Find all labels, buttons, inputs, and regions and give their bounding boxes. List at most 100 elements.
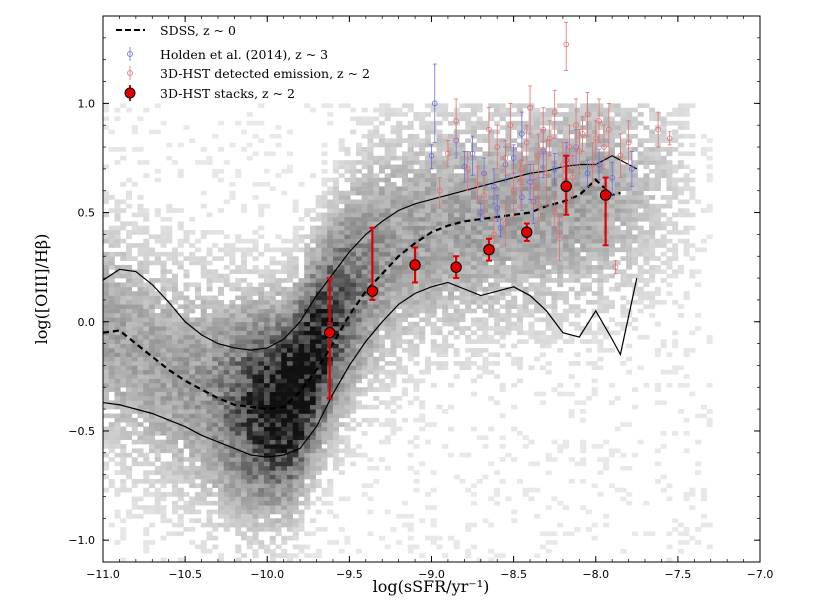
heatmap-cell [470, 238, 477, 244]
heatmap-cell [361, 365, 368, 371]
heatmap-cell [465, 256, 472, 261]
heatmap-cell [217, 396, 225, 401]
heatmap-cell [194, 448, 202, 454]
heatmap-cell [361, 369, 368, 375]
heatmap-cell [171, 479, 179, 484]
heatmap-cell [309, 173, 317, 178]
heatmap-cell [355, 256, 362, 261]
heatmap-cell [160, 413, 167, 419]
heatmap-cell [447, 251, 454, 257]
heatmap-cell [183, 269, 190, 275]
heatmap-cell [442, 365, 449, 371]
heatmap-cell [298, 382, 305, 388]
heatmap-cell [114, 426, 121, 432]
heatmap-cell [217, 308, 225, 314]
heatmap-cell [361, 190, 368, 196]
heatmap-cell [114, 308, 121, 314]
heatmap-cell [442, 168, 449, 174]
heatmap-cell [114, 387, 121, 392]
heatmap-cell [355, 260, 362, 266]
heatmap-cell [373, 225, 380, 231]
heatmap-cell [511, 256, 518, 261]
heatmap-cell [390, 417, 397, 423]
heatmap-cell [378, 216, 385, 222]
heatmap-cell [252, 330, 259, 336]
heatmap-cell [148, 409, 156, 414]
heatmap-cell [275, 334, 282, 340]
heatmap-cell [137, 365, 144, 371]
heatmap-cell [240, 396, 248, 401]
heatmap-cell [350, 295, 357, 301]
heatmap-cell [137, 404, 144, 410]
heatmap-cell [390, 382, 397, 388]
heatmap-cell [430, 221, 437, 226]
heatmap-cell [470, 225, 477, 231]
heatmap-cell [229, 448, 236, 454]
heatmap-cell [189, 417, 196, 423]
heatmap-cell [332, 404, 339, 410]
heatmap-cell [539, 400, 546, 406]
heatmap-cell [275, 457, 282, 462]
heatmap-cell [562, 221, 569, 226]
heatmap-cell [148, 509, 156, 515]
heatmap-cell [355, 243, 362, 248]
heatmap-cell [373, 404, 380, 410]
heatmap-cell [229, 513, 236, 519]
heatmap-cell [551, 313, 558, 318]
heatmap-cell [470, 181, 477, 187]
heatmap-cell [114, 439, 121, 445]
heatmap-cell [298, 435, 305, 440]
heatmap-cell [470, 103, 477, 109]
heatmap-cell [223, 513, 230, 519]
heatmap-cell [355, 330, 362, 336]
heatmap-cell [126, 299, 133, 305]
heatmap-cell [344, 291, 351, 296]
heatmap-cell [539, 330, 546, 336]
heatmap-cell [367, 221, 374, 226]
heatmap-cell [194, 496, 202, 502]
heatmap-cell [396, 356, 403, 362]
heatmap-cell [321, 234, 328, 240]
heatmap-cell [367, 273, 374, 279]
heatmap-cell [557, 173, 564, 178]
heatmap-cell [476, 147, 483, 152]
heatmap-cell [108, 426, 115, 432]
heatmap-cell [160, 557, 167, 563]
heatmap-cell [108, 291, 115, 296]
heatmap-cell [160, 361, 167, 366]
heatmap-cell [562, 133, 569, 139]
heatmap-cell [103, 125, 110, 130]
heatmap-cell [212, 168, 219, 174]
heatmap-cell [321, 452, 328, 458]
heatmap-cell [200, 396, 207, 401]
heatmap-cell [298, 295, 305, 301]
heatmap-cell [137, 251, 144, 257]
heatmap-cell [143, 225, 150, 231]
heatmap-cell [350, 116, 357, 122]
heatmap-cell [148, 492, 156, 497]
heatmap-cell [493, 120, 500, 126]
heatmap-cell [493, 177, 500, 183]
heatmap-cell [120, 326, 127, 331]
heatmap-cell [511, 273, 518, 279]
heatmap-cell [488, 116, 495, 122]
heatmap-cell [344, 387, 351, 392]
heatmap-cell [442, 230, 449, 235]
heatmap-cell [177, 238, 184, 244]
heatmap-cell [114, 317, 121, 323]
heatmap-cell [522, 216, 529, 222]
heatmap-cell [171, 326, 179, 331]
heatmap-cell [465, 251, 472, 257]
heatmap-cell [171, 430, 179, 436]
heatmap-cell [505, 326, 512, 331]
heatmap-cell [361, 330, 368, 336]
heatmap-cell [493, 264, 500, 270]
heatmap-cell [252, 540, 259, 545]
heatmap-cell [436, 234, 443, 240]
heatmap-cell [465, 138, 472, 143]
heatmap-cell [522, 195, 529, 200]
heatmap-cell [194, 339, 202, 344]
heatmap-cell [269, 339, 276, 344]
heatmap-cell [240, 492, 248, 497]
heatmap-cell [126, 509, 133, 515]
